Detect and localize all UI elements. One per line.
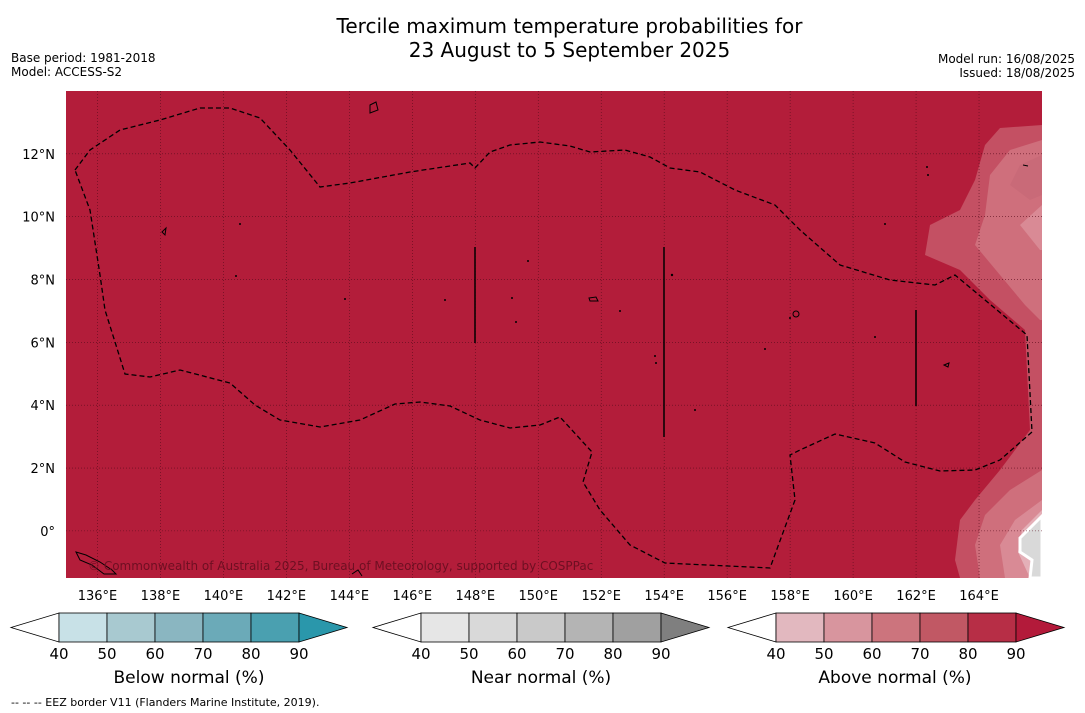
lon-tick-label: 156°E xyxy=(707,589,747,604)
model-run: Model run: 16/08/2025 xyxy=(937,52,1075,66)
lat-tick-label: 10°N xyxy=(22,211,55,226)
title-line-1: Tercile maximum temperature probabilitie… xyxy=(336,14,803,38)
lon-tick-label: 158°E xyxy=(770,589,810,604)
colorbar-segment xyxy=(154,612,204,643)
shade-50 xyxy=(1020,205,1042,250)
colorbar-segment xyxy=(516,612,566,643)
colorbar-tick-label: 70 xyxy=(555,645,574,663)
colorbar-segment xyxy=(919,612,969,643)
island-palau xyxy=(161,226,167,237)
colorbar-high-extend xyxy=(660,612,711,643)
colorbar-tick-label: 90 xyxy=(651,645,670,663)
lat-tick-label: 12°N xyxy=(22,148,55,163)
colorbar-segment xyxy=(823,612,873,643)
below-normal-label: Below normal (%) xyxy=(113,668,265,688)
lon-tick-label: 138°E xyxy=(141,589,181,604)
colorbar-tick-label: 70 xyxy=(910,645,929,663)
island-guam xyxy=(369,101,379,114)
shade-north-pale xyxy=(1010,155,1042,200)
lon-tick-label: 152°E xyxy=(581,589,621,604)
colorbar-tick-label: 90 xyxy=(1006,645,1025,663)
base-period: Base period: 1981-2018 xyxy=(11,51,156,65)
model-name: Model: ACCESS-S2 xyxy=(11,65,123,79)
lon-tick-label: 150°E xyxy=(518,589,558,604)
colorbar-segment xyxy=(420,612,470,643)
above-normal-label: Above normal (%) xyxy=(818,668,972,688)
lat-tick-label: 8°N xyxy=(31,274,56,289)
colorbar-near: 40 50 60 70 80 90 xyxy=(371,612,711,663)
colorbar-tick-label: 90 xyxy=(289,645,308,663)
colorbar-tick-label: 40 xyxy=(766,645,785,663)
lon-tick-label: 136°E xyxy=(78,589,118,604)
meta-left: Base period: 1981-2018 Model: ACCESS-S2 xyxy=(11,51,156,79)
colorbar-tick-label: 80 xyxy=(603,645,622,663)
colorbars: 40 50 60 70 80 90 40 50 60 70 80 90 40 50 60 70 80 90 xyxy=(9,612,1066,663)
colorbar-segment xyxy=(612,612,662,643)
colorbar-tick-label: 60 xyxy=(862,645,881,663)
probability-shading xyxy=(925,125,1044,580)
colorbar-above: 40 50 60 70 80 90 xyxy=(726,612,1066,663)
lon-tick-label: 164°E xyxy=(959,589,999,604)
colorbar-segment xyxy=(106,612,156,643)
island-chuuk xyxy=(792,310,800,318)
colorbar-below: 40 50 60 70 80 90 xyxy=(9,612,349,663)
lat-tick-label: 6°N xyxy=(31,336,56,351)
copyright-text: © Commonwealth of Australia 2025, Bureau… xyxy=(88,559,593,573)
colorbar-segment xyxy=(58,612,108,643)
island-east-1 xyxy=(942,362,950,368)
colorbar-high-extend xyxy=(1015,612,1066,643)
colorbar-tick-label: 70 xyxy=(193,645,212,663)
eez-footnote: -- -- -- EEZ border V11 (Flanders Marine… xyxy=(11,696,320,709)
longitude-labels: 136°E 138°E 140°E 142°E 144°E 146°E 148°E 150°E… xyxy=(78,589,999,604)
map-background xyxy=(66,91,1042,578)
lon-tick-label: 140°E xyxy=(204,589,244,604)
lon-tick-label: 144°E xyxy=(330,589,370,604)
colorbar-tick-label: 80 xyxy=(958,645,977,663)
colorbar-low-extend xyxy=(726,612,777,643)
colorbar-segment xyxy=(564,612,614,643)
issued-date: Issued: 18/08/2025 xyxy=(959,66,1075,80)
colorbar-segment xyxy=(967,612,1017,643)
colorbar-segment xyxy=(468,612,518,643)
colorbar-segment xyxy=(202,612,252,643)
lon-tick-label: 142°E xyxy=(267,589,307,604)
colorbar-segment xyxy=(250,612,300,643)
island-south-1 xyxy=(351,569,363,577)
title-line-2: 23 August to 5 September 2025 xyxy=(408,38,731,62)
island-pohnpei xyxy=(588,296,599,302)
lon-tick-label: 162°E xyxy=(896,589,936,604)
colorbar-tick-label: 80 xyxy=(241,645,260,663)
colorbar-low-extend xyxy=(371,612,422,643)
lon-tick-label: 160°E xyxy=(833,589,873,604)
lon-tick-label: 148°E xyxy=(456,589,496,604)
colorbar-tick-label: 50 xyxy=(814,645,833,663)
colorbar-tick-label: 50 xyxy=(459,645,478,663)
island-west-png xyxy=(75,551,118,575)
colorbar-tick-label: 50 xyxy=(97,645,116,663)
colorbar-tick-label: 60 xyxy=(507,645,526,663)
lat-tick-label: 0° xyxy=(40,525,55,540)
latitude-labels: 0° 2°N 4°N 6°N 8°N 10°N 12°N xyxy=(22,148,55,540)
lon-tick-label: 154°E xyxy=(644,589,684,604)
meta-right: Model run: 16/08/2025 Issued: 18/08/2025 xyxy=(938,52,1075,80)
colorbar-segment xyxy=(871,612,921,643)
map-title: Tercile maximum temperature probabilitie… xyxy=(0,14,1085,62)
lon-tick-label: 146°E xyxy=(393,589,433,604)
shade-white-south xyxy=(1018,512,1044,580)
lat-tick-label: 2°N xyxy=(31,462,56,477)
colorbar-tick-label: 60 xyxy=(145,645,164,663)
map-panel: © Commonwealth of Australia 2025, Bureau… xyxy=(66,91,1044,580)
near-normal-label: Near normal (%) xyxy=(470,668,612,688)
colorbar-tick-label: 40 xyxy=(411,645,430,663)
colorbar-high-extend xyxy=(298,612,349,643)
island-ne-1 xyxy=(1022,164,1029,167)
colorbar-tick-label: 40 xyxy=(49,645,68,663)
graticule xyxy=(66,91,1042,578)
lat-tick-label: 4°N xyxy=(31,399,56,414)
islands xyxy=(75,101,1029,577)
colorbar-low-extend xyxy=(9,612,60,643)
colorbar-segment xyxy=(775,612,825,643)
island-dots xyxy=(235,166,929,411)
